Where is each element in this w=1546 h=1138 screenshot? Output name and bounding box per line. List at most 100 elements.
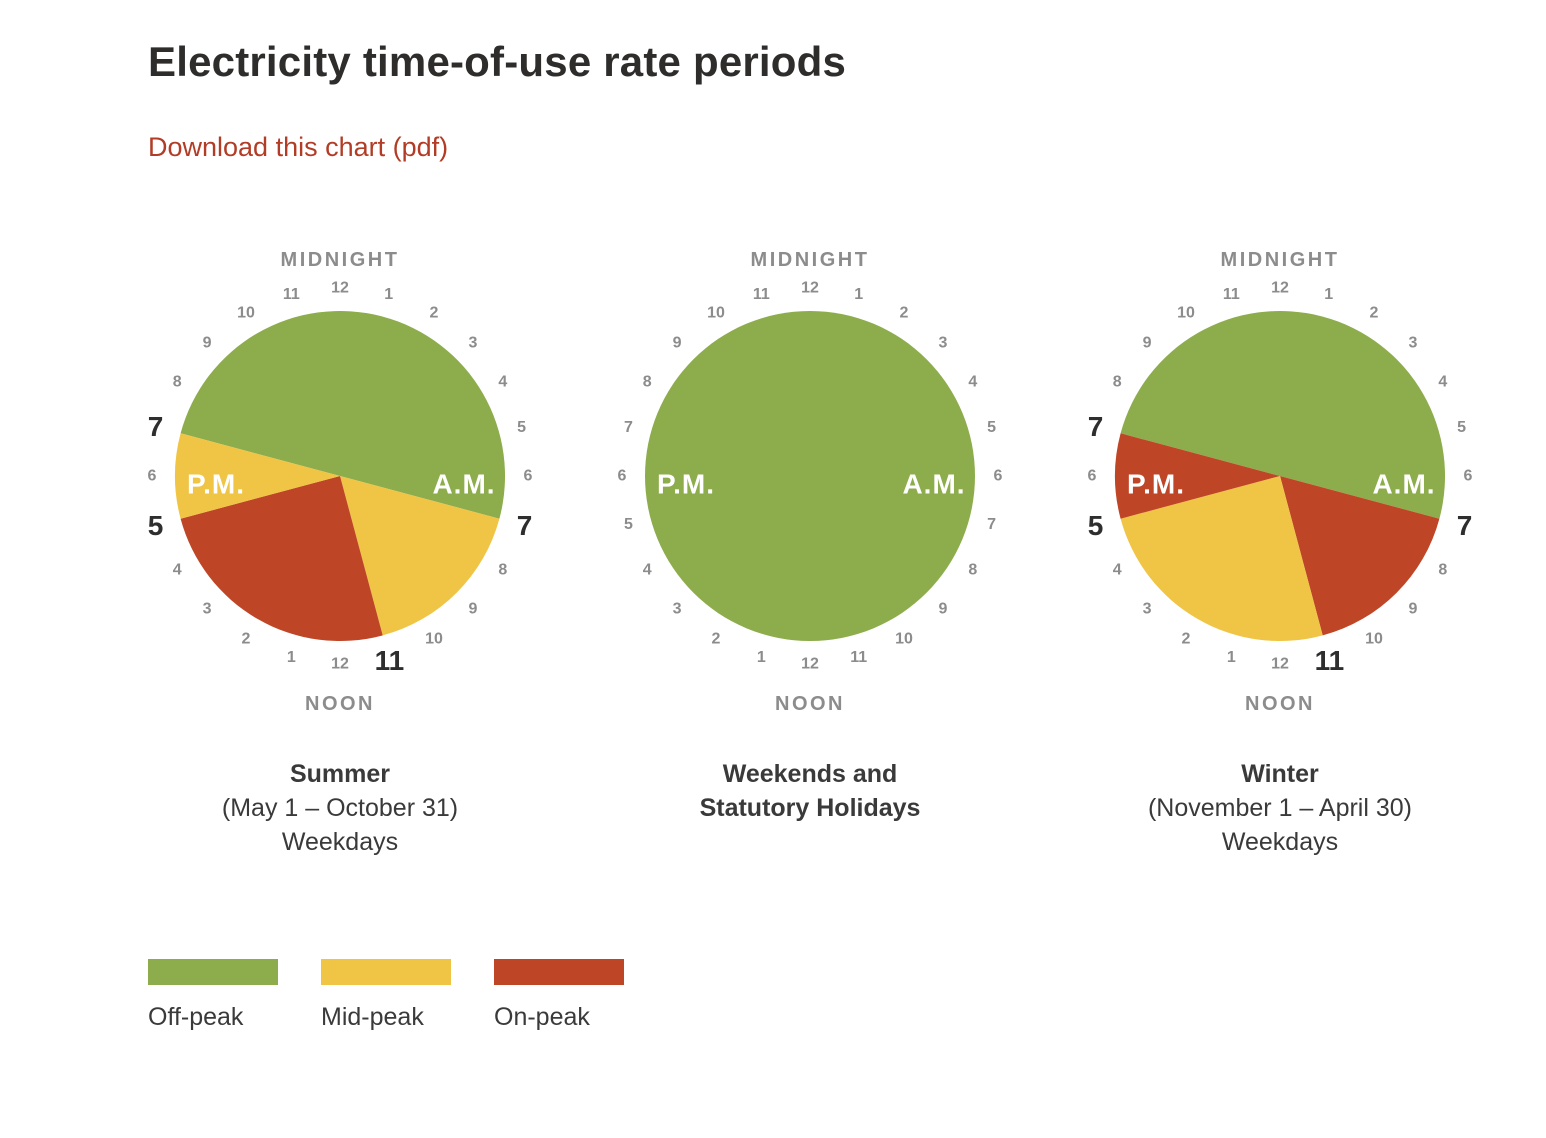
- download-chart-link[interactable]: Download this chart (pdf): [148, 132, 449, 163]
- caption-line: Weekdays: [281, 828, 399, 857]
- hour-label: 10: [707, 305, 725, 322]
- hour-label: 5: [624, 516, 633, 533]
- clock-caption: Winter (November 1 – April 30) Weekdays: [1148, 757, 1412, 859]
- segment-on-peak: [1280, 476, 1440, 636]
- caption-line: Weekdays: [1221, 828, 1339, 857]
- caption-title-line: Statutory Holidays: [699, 794, 921, 823]
- hour-label: 9: [673, 335, 682, 352]
- page: Electricity time-of-use rate periods Dow…: [105, 38, 1546, 1031]
- pm-label: P.M.: [1127, 469, 1185, 500]
- hour-label: 9: [938, 601, 947, 618]
- hour-label: 2: [242, 631, 251, 648]
- hour-label: 12: [801, 656, 819, 673]
- hour-label: 10: [895, 631, 913, 648]
- hour-label: 10: [237, 305, 255, 322]
- hour-label: 11: [850, 649, 867, 666]
- noon-label: NOON: [775, 693, 845, 716]
- hour-label: 1: [384, 286, 393, 303]
- hour-label: 6: [994, 468, 1003, 485]
- noon-label: NOON: [1245, 693, 1315, 716]
- hour-label: 10: [425, 631, 443, 648]
- tou-clock-charts: MIDNIGHT 12 1 2 3 4 5 6 7 8 9 10 11 12 1 2 3 4 5 6 7 8 9 10 11 P.…: [105, 249, 1546, 859]
- pm-label: P.M.: [187, 469, 245, 500]
- noon-label: NOON: [305, 693, 375, 716]
- hour-label-bold: 7: [1457, 510, 1473, 541]
- hour-label: 2: [1182, 631, 1191, 648]
- clock-caption: Summer (May 1 – October 31) Weekdays: [222, 757, 458, 859]
- am-label: A.M.: [902, 469, 965, 500]
- clock-winter: MIDNIGHT 12 1 2 3 4 5 6 7 8 9 10 11 12 1 2 3 4 5 6 7 8 9 10 11 P.…: [1045, 249, 1515, 859]
- hour-label: 4: [1113, 562, 1122, 579]
- hour-label: 5: [1457, 419, 1466, 436]
- segment-on-peak: [1114, 433, 1280, 519]
- hour-label: 2: [430, 305, 439, 322]
- caption-title-line: Weekends and: [722, 760, 898, 789]
- segment-off-peak: [180, 311, 506, 519]
- hour-label-bold: 11: [1315, 645, 1345, 676]
- am-label: A.M.: [432, 469, 495, 500]
- page-title: Electricity time-of-use rate periods: [148, 38, 847, 85]
- hour-label: 6: [524, 468, 533, 485]
- hour-label-bold: 5: [1088, 510, 1104, 541]
- caption-title-line: Summer: [289, 760, 391, 789]
- legend-swatch-off-peak: [148, 959, 278, 986]
- legend-swatch-on-peak: [494, 959, 624, 986]
- hour-label: 8: [968, 562, 977, 579]
- pm-label: P.M.: [657, 469, 715, 500]
- hour-label: 2: [900, 305, 909, 322]
- hour-label: 3: [203, 601, 212, 618]
- hour-label: 6: [618, 468, 627, 485]
- hour-label: 6: [1464, 468, 1473, 485]
- midnight-label: MIDNIGHT: [750, 249, 870, 272]
- hour-label: 2: [1370, 305, 1379, 322]
- hour-label: 8: [643, 374, 652, 391]
- hour-label: 4: [173, 562, 182, 579]
- hour-label-bold: 5: [148, 510, 164, 541]
- hour-label: 3: [468, 335, 477, 352]
- hour-label-bold: 7: [1088, 411, 1104, 442]
- hour-label: 1: [854, 286, 863, 303]
- hour-label: 12: [331, 280, 349, 297]
- legend-item-off-peak: Off-peak: [148, 959, 278, 1031]
- hour-label: 11: [1223, 286, 1240, 303]
- segment-mid-peak: [174, 433, 340, 519]
- hour-label: 4: [643, 562, 652, 579]
- caption-line: (May 1 – October 31): [221, 794, 459, 823]
- hour-label: 8: [498, 562, 507, 579]
- hour-label: 5: [517, 419, 526, 436]
- hour-label: 10: [1365, 631, 1383, 648]
- midnight-label: MIDNIGHT: [280, 249, 400, 272]
- hour-label: 9: [203, 335, 212, 352]
- hour-label: 9: [468, 601, 477, 618]
- hour-label: 3: [1408, 335, 1417, 352]
- hour-label: 4: [498, 374, 507, 391]
- hour-label: 6: [1088, 468, 1097, 485]
- hour-label: 6: [148, 468, 157, 485]
- legend-label: On-peak: [494, 1003, 590, 1032]
- hour-label: 9: [1143, 335, 1152, 352]
- caption-title-line: Winter: [1241, 760, 1319, 789]
- hour-label-bold: 7: [517, 510, 533, 541]
- hour-label: 2: [712, 631, 721, 648]
- hour-label-bold: 7: [148, 411, 164, 442]
- hour-label: 9: [1408, 601, 1417, 618]
- hour-label: 7: [987, 516, 996, 533]
- legend: Off-peak Mid-peak On-peak: [148, 959, 1546, 1031]
- hour-label: 1: [287, 649, 296, 666]
- hour-label: 4: [968, 374, 977, 391]
- hour-label-bold: 11: [375, 645, 405, 676]
- legend-item-mid-peak: Mid-peak: [321, 959, 451, 1031]
- hour-label: 1: [757, 649, 766, 666]
- hour-label: 12: [801, 280, 819, 297]
- legend-label: Mid-peak: [321, 1003, 424, 1032]
- hour-label: 8: [173, 374, 182, 391]
- segment-off-peak: [645, 311, 975, 642]
- clock-caption: Weekends and Statutory Holidays: [700, 757, 921, 825]
- segment-mid-peak: [340, 476, 500, 636]
- hour-label: 3: [1143, 601, 1152, 618]
- hour-label: 8: [1438, 562, 1447, 579]
- clock-summer: MIDNIGHT 12 1 2 3 4 5 6 7 8 9 10 11 12 1 2 3 4 5 6 7 8 9 10 11 P.…: [105, 249, 575, 859]
